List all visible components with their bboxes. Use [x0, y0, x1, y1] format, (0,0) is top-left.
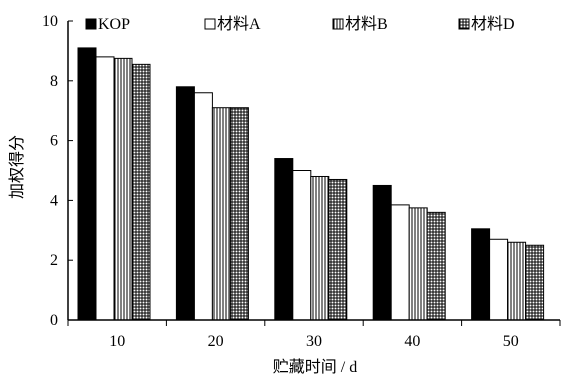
- x-tick-label-50: 50: [503, 333, 519, 350]
- bar-材料B-40: [408, 207, 428, 321]
- x-tick-label-10: 10: [109, 333, 125, 350]
- legend-swatch-材料A: [204, 18, 216, 30]
- bar-材料A-30: [292, 170, 312, 321]
- bar-材料D-10: [131, 63, 151, 321]
- legend-label-材料A: 材料A: [217, 15, 261, 33]
- x-tick-label-40: 40: [404, 333, 420, 350]
- bar-材料A-50: [489, 238, 509, 321]
- bar-KOP-20: [175, 86, 195, 321]
- legend-swatch-材料B: [332, 18, 344, 30]
- bar-材料A-10: [95, 56, 115, 321]
- bar-材料A-20: [193, 92, 213, 321]
- bar-材料B-10: [113, 57, 133, 321]
- bar-材料D-30: [328, 178, 348, 321]
- y-tick-label-6: 6: [50, 133, 58, 150]
- legend-swatch-材料D: [458, 18, 470, 30]
- legend-label-KOP: KOP: [98, 16, 130, 33]
- bar-KOP-40: [372, 184, 392, 321]
- y-tick-label-2: 2: [50, 252, 58, 269]
- bar-材料B-30: [310, 175, 330, 321]
- x-tick-label-20: 20: [208, 333, 224, 350]
- bar-材料D-50: [525, 244, 545, 321]
- bar-材料B-50: [507, 241, 527, 321]
- legend-label-材料B: 材料B: [345, 15, 388, 33]
- y-tick-label-10: 10: [42, 13, 58, 30]
- bars-layer: [77, 47, 545, 321]
- y-axis-title: 加权得分: [8, 135, 26, 199]
- legend-label-材料D: 材料D: [471, 15, 515, 33]
- axes-layer: 0 2 4 6 8 10 10 20 30 40 50: [42, 13, 561, 350]
- bar-KOP-30: [274, 158, 294, 321]
- legend-swatch-KOP: [85, 18, 97, 30]
- legend: KOP 材料A 材料B 材料D: [85, 15, 515, 33]
- bar-材料D-20: [229, 107, 249, 321]
- bar-材料A-40: [390, 204, 410, 321]
- y-tick-label-8: 8: [50, 73, 58, 90]
- bar-KOP-50: [471, 228, 491, 321]
- y-tick-label-4: 4: [50, 192, 58, 209]
- bar-材料B-20: [211, 107, 231, 321]
- bar-KOP-10: [77, 47, 97, 321]
- x-tick-label-30: 30: [306, 333, 322, 350]
- y-tick-label-0: 0: [50, 312, 58, 329]
- bar-材料D-40: [426, 211, 446, 321]
- x-axis-title: 贮藏时间 / d: [273, 358, 357, 376]
